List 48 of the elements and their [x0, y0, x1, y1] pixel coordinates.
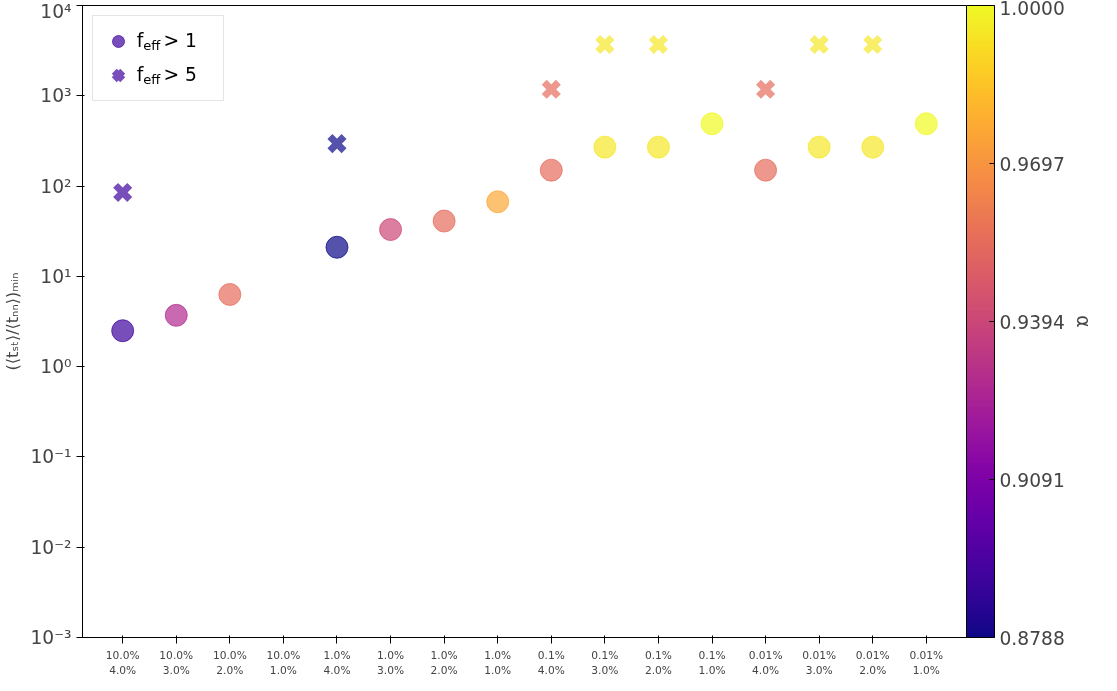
- y-axis-title: (⟨tₛₜ⟩/⟨tₙₙ⟩)ₘᵢₙ: [3, 272, 23, 371]
- y-tick-label: 10³: [40, 85, 72, 107]
- x-tick-label: 0.01% 2.0%: [855, 648, 890, 678]
- x-tick-label: 1.0% 4.0%: [323, 648, 351, 678]
- point: [914, 112, 938, 136]
- point: [111, 319, 135, 343]
- point: [486, 190, 510, 214]
- y-tick-label: 10²: [40, 175, 72, 197]
- color-bar-label: 0.9394: [999, 311, 1065, 333]
- color-bar-label: 0.8788: [999, 627, 1065, 649]
- point: [112, 181, 134, 204]
- y-tick-label: 10⁻²: [30, 536, 72, 558]
- y-tick-label: 10⁻¹: [30, 446, 72, 468]
- x-tick-label: 0.01% 3.0%: [802, 648, 837, 678]
- y-tick-label: 10⁰: [40, 356, 72, 378]
- x-tick-label: 1.0% 2.0%: [430, 648, 458, 678]
- x-tick-label: 0.1% 1.0%: [698, 648, 726, 678]
- point: [700, 112, 724, 136]
- x-tick-label: 0.01% 1.0%: [909, 648, 944, 678]
- x-tick-label: 1.0% 1.0%: [484, 648, 512, 678]
- y-tick-label: 10⁻³: [30, 627, 72, 648]
- y-tick-label: 10⁴: [40, 0, 72, 22]
- point: [594, 33, 616, 56]
- y-tick-label: 10¹: [40, 265, 72, 287]
- x-tick-label: 1.0% 3.0%: [377, 648, 405, 678]
- x-tick-label: 10.0% 4.0%: [105, 648, 140, 678]
- point: [432, 209, 456, 233]
- x-tick-label: 0.1% 3.0%: [591, 648, 619, 678]
- point: [164, 303, 188, 327]
- point: [647, 33, 670, 56]
- point: [379, 218, 403, 242]
- point: [325, 235, 349, 259]
- point: [218, 283, 242, 306]
- color-bar-label: 0.9091: [999, 469, 1065, 491]
- point: [754, 158, 778, 182]
- x-tick-label: 0.1% 2.0%: [644, 648, 672, 678]
- x-tick-label: 0.1% 4.0%: [537, 648, 565, 678]
- point: [862, 33, 884, 56]
- x-tick-label: 0.01% 4.0%: [748, 648, 783, 678]
- x-tick-label: 10.0% 3.0%: [159, 648, 194, 678]
- color-bar-label: 0.9697: [999, 153, 1065, 175]
- x-tick-label: 10.0% 2.0%: [212, 648, 247, 678]
- color-bar-label: 1.0000: [999, 0, 1065, 19]
- color-bar-title: α: [1072, 315, 1094, 328]
- x-tick-label: 10.0% 1.0%: [266, 648, 301, 678]
- point: [808, 33, 830, 56]
- point: [326, 133, 348, 155]
- point: [539, 158, 563, 182]
